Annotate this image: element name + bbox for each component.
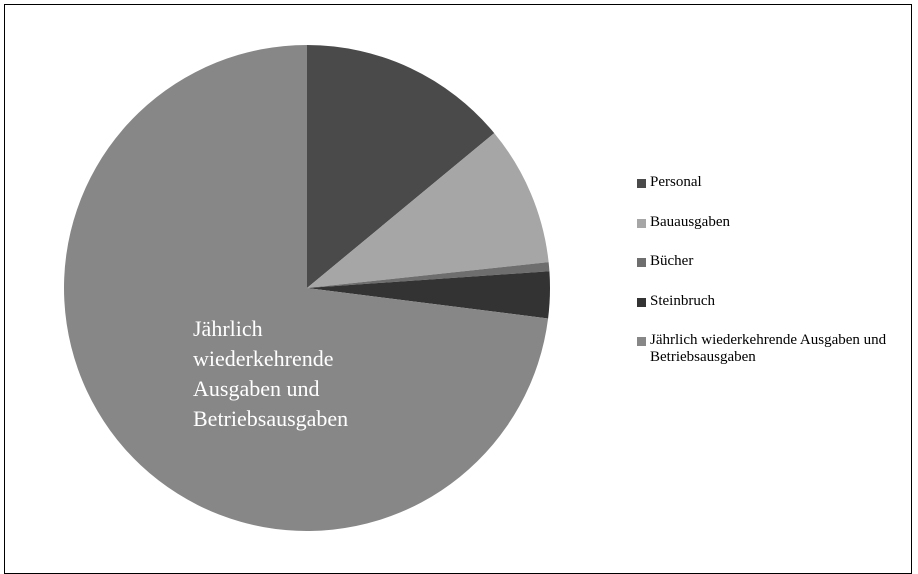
legend-item: Bauausgaben (637, 214, 907, 254)
legend-item: Bücher (637, 253, 907, 293)
legend-label: Personal (650, 174, 702, 190)
legend-item: Steinbruch (637, 293, 907, 333)
legend-swatch (637, 297, 646, 307)
pie-chart (64, 45, 550, 531)
legend-label: Steinbruch (650, 292, 715, 309)
legend-item: Personal (637, 174, 907, 214)
legend-label: Bücher (650, 253, 694, 269)
legend-swatch (637, 179, 646, 188)
legend-swatch (637, 258, 646, 267)
legend-label: Bauausgaben (650, 213, 730, 230)
pie-slice (64, 45, 549, 531)
page: Jährlich wiederkehrende Ausgaben und Bet… (4, 4, 912, 574)
legend-item: Jährlich wiederkehrende Ausgaben und Bet… (637, 332, 907, 372)
pie-slice (307, 271, 550, 319)
legend-swatch (637, 337, 646, 346)
pie-slice (307, 45, 495, 288)
legend-swatch (637, 218, 646, 228)
legend-label: Jährlich wiederkehrende Ausgaben und Bet… (650, 332, 887, 365)
pie-slice (307, 262, 550, 288)
slice-label: Jährlich wiederkehrende Ausgaben und Bet… (193, 316, 349, 431)
pie-slice (307, 133, 549, 288)
legend: Personal Bauausgaben Bücher Steinbruch Jährl… (637, 174, 907, 372)
